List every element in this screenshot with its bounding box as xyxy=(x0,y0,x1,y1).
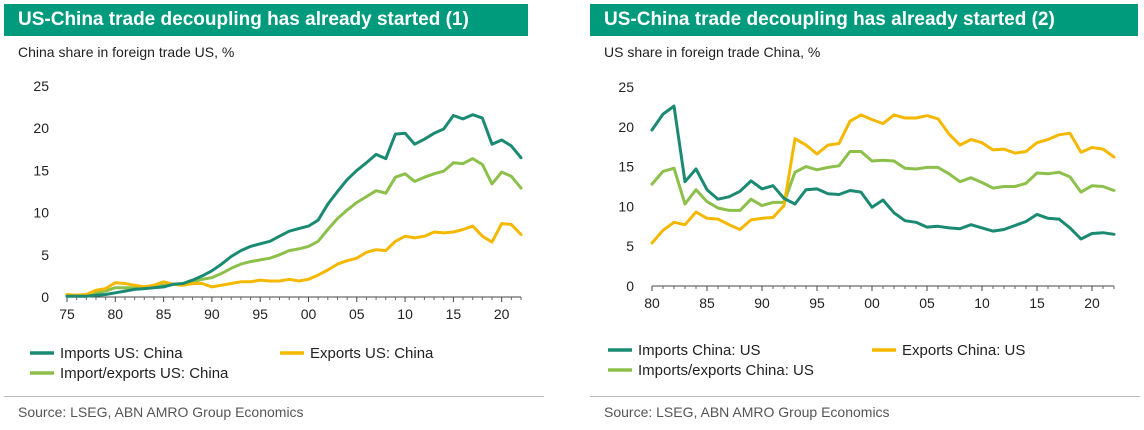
legend-label: Exports US: China xyxy=(310,345,434,362)
chart-title-bar: US-China trade decoupling has already st… xyxy=(590,4,1138,36)
chart-title-bar: US-China trade decoupling has already st… xyxy=(4,4,528,36)
chart-title: US-China trade decoupling has already st… xyxy=(604,9,1055,30)
x-tick-label: 15 xyxy=(446,306,462,322)
y-tick-label: 5 xyxy=(626,238,634,254)
legend-label: Imports/exports China: US xyxy=(638,362,814,379)
y-tick-label: 10 xyxy=(618,198,634,214)
y-tick-label: 15 xyxy=(618,159,634,175)
x-tick-label: 90 xyxy=(204,306,220,322)
source-note: Source: LSEG, ABN AMRO Group Economics xyxy=(18,404,304,420)
x-tick-label: 85 xyxy=(699,295,715,311)
x-tick-label: 00 xyxy=(301,306,317,322)
x-tick-label: 05 xyxy=(919,295,935,311)
source-note: Source: LSEG, ABN AMRO Group Economics xyxy=(604,404,890,420)
x-tick-label: 85 xyxy=(156,306,172,322)
x-tick-label: 10 xyxy=(397,306,413,322)
series-line xyxy=(650,150,1116,212)
x-tick-label: 15 xyxy=(1029,295,1045,311)
source-divider xyxy=(4,396,544,397)
y-tick-label: 0 xyxy=(626,278,634,294)
x-tick-label: 20 xyxy=(494,306,510,322)
legend-label: Imports US: China xyxy=(60,345,183,362)
x-tick-label: 95 xyxy=(252,306,268,322)
y-tick-label: 20 xyxy=(618,119,634,135)
series-line xyxy=(650,113,1116,245)
x-tick-label: 95 xyxy=(809,295,825,311)
chart-title: US-China trade decoupling has already st… xyxy=(18,9,469,30)
y-tick-label: 25 xyxy=(33,78,49,94)
chart-panel-left: US-China trade decoupling has already st… xyxy=(0,0,566,430)
chart-panel-right: US-China trade decoupling has already st… xyxy=(586,0,1144,430)
y-tick-label: 20 xyxy=(33,120,49,136)
x-tick-label: 80 xyxy=(108,306,124,322)
series-line xyxy=(65,222,523,297)
x-tick-label: 20 xyxy=(1084,295,1100,311)
chart-subtitle: China share in foreign trade US, % xyxy=(18,44,235,60)
series-line xyxy=(65,157,523,297)
legend-label: Import/exports US: China xyxy=(60,365,229,382)
source-divider xyxy=(590,396,1140,397)
x-tick-label: 10 xyxy=(974,295,990,311)
legend-label: Exports China: US xyxy=(902,342,1025,359)
x-tick-label: 00 xyxy=(864,295,880,311)
series-line xyxy=(650,104,1116,241)
x-tick-label: 05 xyxy=(349,306,365,322)
y-tick-label: 25 xyxy=(618,79,634,95)
chart-subtitle: US share in foreign trade China, % xyxy=(604,44,821,60)
y-tick-label: 15 xyxy=(33,162,49,178)
x-tick-label: 75 xyxy=(59,306,75,322)
x-tick-label: 90 xyxy=(754,295,770,311)
y-tick-label: 10 xyxy=(33,205,49,221)
y-tick-label: 5 xyxy=(41,247,49,263)
x-tick-label: 80 xyxy=(644,295,660,311)
series-line xyxy=(65,113,523,298)
y-tick-label: 0 xyxy=(41,289,49,305)
legend-label: Imports China: US xyxy=(638,342,761,359)
